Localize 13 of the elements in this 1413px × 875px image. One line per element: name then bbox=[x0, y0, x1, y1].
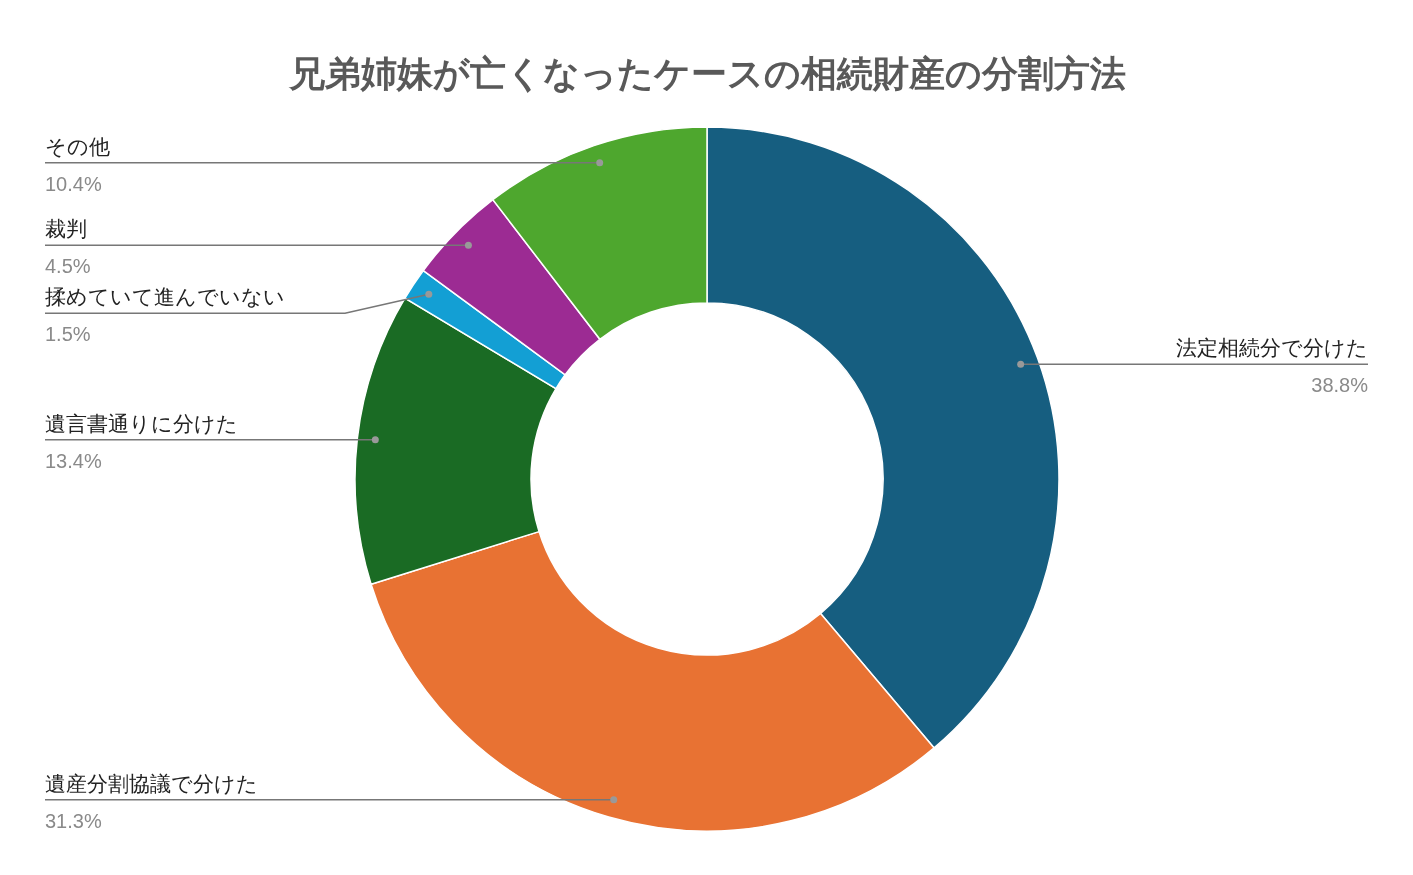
data-label: 4.5% bbox=[45, 255, 91, 278]
chart-title: 兄弟姉妹が亡くなったケースの相続財産の分割方法 bbox=[287, 53, 1126, 94]
slice-label: 遺産分割協議で分けた bbox=[45, 771, 258, 795]
data-label: 10.4% bbox=[45, 172, 102, 195]
slice-label: 法定相続分で分けた bbox=[1176, 336, 1368, 360]
data-label: 1.5% bbox=[45, 323, 91, 346]
slice-label: 揉めていて進んでいない bbox=[45, 285, 285, 309]
slice-label: その他 bbox=[45, 134, 110, 158]
data-label: 38.8% bbox=[1311, 374, 1369, 397]
data-label: 13.4% bbox=[45, 449, 102, 472]
slice-label: 裁判 bbox=[45, 217, 87, 241]
slice-label: 遺言書通りに分けた bbox=[45, 411, 238, 435]
data-label: 31.3% bbox=[45, 809, 102, 832]
